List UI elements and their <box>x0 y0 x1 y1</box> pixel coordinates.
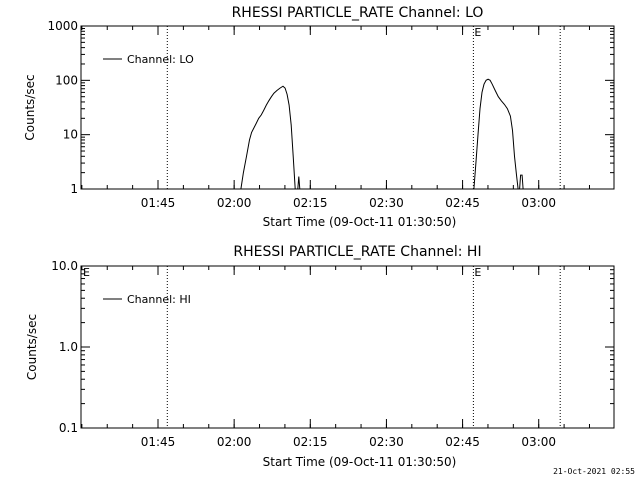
plot-frame <box>80 25 615 190</box>
plot-frame <box>80 265 615 429</box>
x-tick-label: 02:15 <box>293 196 328 210</box>
time-marker-label: E <box>474 26 481 39</box>
series-line <box>240 85 296 190</box>
y-tick-label: 1.0 <box>59 340 78 354</box>
panel-hi: RHESSI PARTICLE_RATE Channel: HI 0.1 1.0 10… <box>25 244 615 469</box>
series-line <box>473 78 519 190</box>
legend-label: Channel: HI <box>127 293 191 306</box>
y-tick-label: 100 <box>55 73 78 87</box>
y-axis-label: Counts/sec <box>23 74 37 140</box>
y-tick-label: 10.0 <box>51 259 78 273</box>
y-tick-label: 0.1 <box>59 421 78 435</box>
y-axis-label: Counts/sec <box>25 314 39 380</box>
timestamp-footer: 21-Oct-2021 02:55 <box>553 467 635 476</box>
series-line <box>519 174 524 190</box>
x-tick-label: 03:00 <box>521 435 556 449</box>
x-tick-label: 01:45 <box>141 196 176 210</box>
chart-title: RHESSI PARTICLE_RATE Channel: LO <box>232 5 484 21</box>
x-tick-label: 02:00 <box>217 196 252 210</box>
x-axis-label: Start Time (09-Oct-11 01:30:50) <box>263 215 457 229</box>
chart-title: RHESSI PARTICLE_RATE Channel: HI <box>233 244 481 260</box>
series-line <box>297 176 301 190</box>
x-tick-label: 02:30 <box>369 435 404 449</box>
time-marker-label: E <box>474 266 481 279</box>
corner-label: E <box>83 266 90 279</box>
panel-lo: RHESSI PARTICLE_RATE Channel: LO 1 10 100 10… <box>23 5 615 229</box>
x-tick-label: 02:00 <box>217 435 252 449</box>
y-tick-label: 10 <box>63 128 78 142</box>
x-tick-label: 01:45 <box>141 435 176 449</box>
x-tick-label: 02:45 <box>445 196 480 210</box>
x-tick-label: 02:30 <box>369 196 404 210</box>
y-tick-label: 1000 <box>47 19 78 33</box>
y-tick-label: 1 <box>70 182 78 196</box>
x-tick-label: 03:00 <box>521 196 556 210</box>
x-tick-label: 02:15 <box>293 435 328 449</box>
x-tick-label: 02:45 <box>445 435 480 449</box>
x-axis-label: Start Time (09-Oct-11 01:30:50) <box>263 455 457 469</box>
legend-label: Channel: LO <box>127 53 194 66</box>
